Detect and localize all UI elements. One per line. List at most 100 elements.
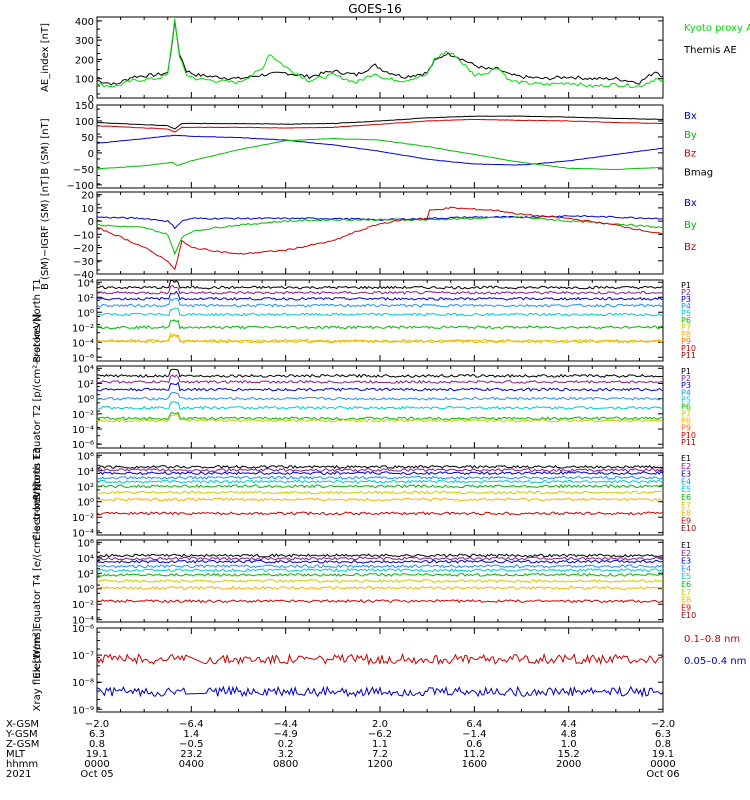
legend-entry: E4 <box>681 564 691 573</box>
x-row-value: −4.4 <box>274 719 298 730</box>
y-tick-label: 200 <box>75 55 94 66</box>
legend-entry: P8 <box>681 330 691 339</box>
legend-entry: Bx <box>684 198 697 209</box>
x-row-value: −6.4 <box>179 719 203 730</box>
y-axis-label: AE_index [nT] <box>40 23 51 92</box>
legend-entry: E8 <box>681 509 691 518</box>
x-row-value: −2.0 <box>85 719 109 730</box>
legend-entry: E7 <box>681 501 691 510</box>
legend-entry: P11 <box>681 438 696 447</box>
y-tick-label: 10⁶ <box>77 538 94 549</box>
legend-entry: E8 <box>681 596 691 605</box>
legend-entry: P4 <box>681 302 691 311</box>
y-tick-label: 10⁻² <box>72 513 94 524</box>
y-tick-label: 10⁶ <box>77 451 94 462</box>
x-axis-table: X-GSM −2.0 −6.4 −4.4 2.0 6.4 4.4 −2.0 Y-GSM 6.3 1.… <box>5 719 680 780</box>
panel-6: 10⁶ 10⁴ 10² 10⁰ 10⁻² 10⁻⁴ Electrons North T3 E1… <box>32 447 696 540</box>
legend-entry: P9 <box>681 424 691 433</box>
y-tick-label: 20 <box>81 191 94 202</box>
y-tick-label: 0 <box>88 217 94 228</box>
series-line-bz <box>96 118 663 133</box>
y-tick-label: 10⁻² <box>72 600 94 611</box>
x-row-value: 0.8 <box>655 739 671 750</box>
x-row-value: −0.5 <box>179 739 203 750</box>
y-tick-label: 10⁻⁶ <box>72 440 94 451</box>
series-line-e4 <box>96 564 664 569</box>
x-row-value: 7.2 <box>372 749 388 760</box>
series-line-p3 <box>96 381 664 392</box>
x-row-value: 19.1 <box>652 749 674 760</box>
y-tick-label: −50 <box>73 165 94 176</box>
x-row-value: 0800 <box>273 759 298 770</box>
y-tick-label: 50 <box>81 133 94 144</box>
series-line-bx <box>96 214 664 230</box>
y-tick-label: 10⁻² <box>72 323 94 334</box>
x-row-value: 4.4 <box>561 719 577 730</box>
panel-5: 10⁴ 10² 10⁰ 10⁻² 10⁻⁴ 10⁻⁶ Protons Equator T2 … <box>32 314 696 501</box>
legend-entry: E7 <box>681 588 691 597</box>
y-tick-label: 10² <box>77 293 94 304</box>
y-tick-label: 10⁰ <box>77 585 94 596</box>
y-tick-label: 150 <box>75 101 94 112</box>
y-tick-label: 10⁻⁶ <box>72 624 94 635</box>
x-row-value: 6.3 <box>655 729 671 740</box>
series-line-p5 <box>96 401 664 410</box>
series-line-by <box>97 137 663 171</box>
legend-entry: P7 <box>681 323 691 332</box>
x-row-value: 3.2 <box>278 749 294 760</box>
legend-entry: P5 <box>681 309 691 318</box>
series-line-p1 <box>96 368 664 379</box>
y-tick-label: 300 <box>75 36 94 47</box>
legend-entry: P2 <box>681 374 691 383</box>
legend-entry: Bmag <box>684 167 713 178</box>
series-line-p2 <box>96 284 664 295</box>
legend-entry: P3 <box>681 295 691 304</box>
y-tick-label: −40 <box>73 270 94 281</box>
series-line-p7 <box>96 332 664 343</box>
panel-8: 10⁻⁶ 10⁻⁷ 10⁻⁸ 10⁻⁹ Xray flux [W/m²] 0.1–0.8 … <box>32 624 746 716</box>
x-row-value: 1200 <box>367 759 392 770</box>
x-row-value: 0.2 <box>278 739 294 750</box>
legend-entry: 0.1–0.8 nm <box>684 634 740 645</box>
legend-entry: E9 <box>681 516 691 525</box>
x-row-value: 6.4 <box>466 719 482 730</box>
y-tick-label: 10⁻⁹ <box>72 705 94 716</box>
x-row-value: −4.9 <box>274 729 298 740</box>
y-tick-label: 10⁴ <box>77 554 94 565</box>
series-line-e2 <box>96 467 664 473</box>
x-row-value: 1600 <box>462 759 487 770</box>
legend-entry: P9 <box>681 337 691 346</box>
series-line-p8 <box>96 333 664 344</box>
x-row-value: −6.2 <box>368 729 392 740</box>
series-line-p5 <box>96 307 664 317</box>
x-row-label: hhmm <box>6 759 38 770</box>
y-tick-label: 10⁻⁴ <box>72 529 94 540</box>
x-row-value: 11.2 <box>463 749 485 760</box>
y-tick-label: 0 <box>88 149 94 160</box>
legend-entry: E3 <box>681 470 691 479</box>
legend-entry: P3 <box>681 381 691 390</box>
y-tick-label: 0 <box>88 94 94 105</box>
y-tick-label: −100 <box>67 181 94 192</box>
series-line-p6 <box>96 411 664 421</box>
series-line-e3 <box>96 471 664 476</box>
legend-entry: P7 <box>681 410 691 419</box>
panel-7: 10⁶ 10⁴ 10² 10⁰ 10⁻² 10⁻⁴ Electrons Equator T4… <box>32 483 696 678</box>
legend-entry: E6 <box>681 493 691 502</box>
legend-entry: Bz <box>684 242 696 253</box>
series-line-e1 <box>96 464 664 469</box>
y-tick-label: 400 <box>75 17 94 28</box>
series-line-by <box>96 216 664 256</box>
y-tick-label: 10⁰ <box>77 395 94 406</box>
legend-entry: P10 <box>681 431 696 440</box>
legend-entry: P1 <box>681 281 691 290</box>
x-row-value: −1.4 <box>462 729 486 740</box>
legend-entry: P4 <box>681 388 691 397</box>
y-tick-label: 10⁰ <box>77 308 94 319</box>
y-tick-label: 10⁻⁷ <box>72 651 94 662</box>
legend-entry: P2 <box>681 288 691 297</box>
x-row-value: 0400 <box>179 759 204 770</box>
legend-entry: E9 <box>681 603 691 612</box>
series-line-p7 <box>96 413 664 423</box>
series-line-p1 <box>96 279 664 290</box>
